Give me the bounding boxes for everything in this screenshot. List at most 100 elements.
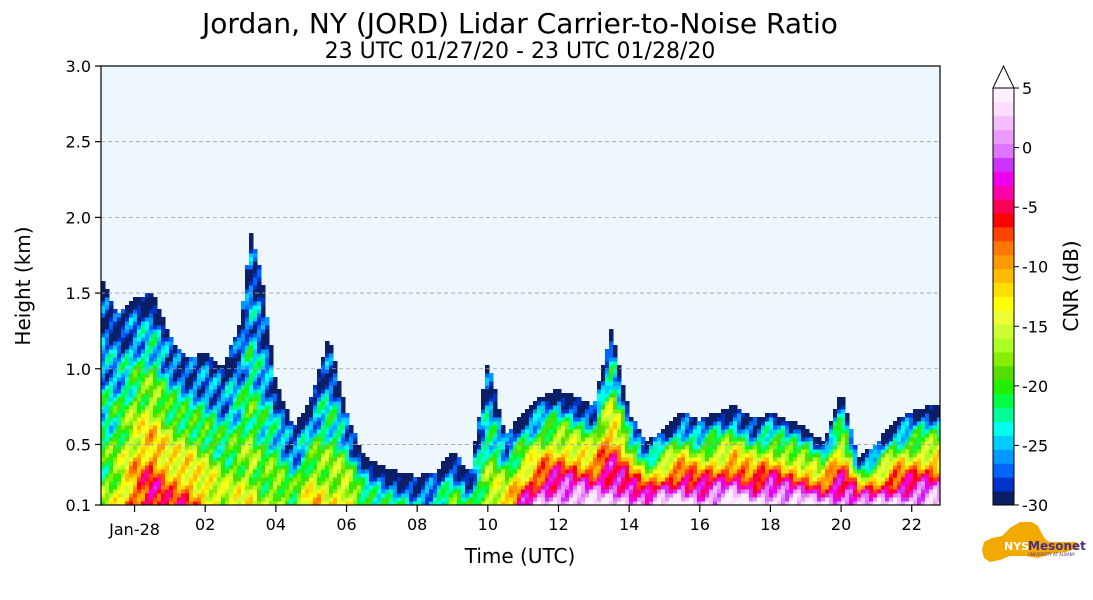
cnr-cell	[617, 369, 622, 374]
cnr-cell	[213, 489, 218, 494]
cnr-cell	[109, 429, 114, 434]
cnr-cell	[425, 481, 430, 486]
cnr-cell	[269, 409, 274, 414]
cnr-cell	[173, 429, 178, 434]
cnr-cell	[313, 465, 318, 470]
cnr-cell	[597, 405, 602, 410]
cnr-cell	[233, 453, 238, 458]
cnr-cell	[521, 481, 526, 486]
cnr-cell	[605, 497, 610, 502]
cnr-cell	[609, 417, 614, 422]
cnr-cell	[609, 401, 614, 406]
cnr-cell	[573, 481, 578, 486]
cnr-cell	[441, 469, 446, 474]
cnr-cell	[161, 317, 166, 322]
cnr-cell	[789, 477, 794, 482]
cnr-cell	[109, 341, 114, 346]
cnr-cell	[193, 497, 198, 502]
cnr-cell	[237, 325, 242, 330]
cnr-cell	[657, 457, 662, 462]
cnr-cell	[713, 457, 718, 462]
cnr-cell	[221, 497, 226, 502]
cnr-cell	[249, 421, 254, 426]
cnr-cell	[245, 449, 250, 454]
cnr-cell	[645, 497, 650, 502]
cnr-cell	[601, 469, 606, 474]
cnr-cell	[617, 477, 622, 482]
cnr-cell	[741, 449, 746, 454]
cnr-cell	[605, 437, 610, 442]
cnr-cell	[617, 473, 622, 478]
cnr-cell	[449, 453, 454, 458]
cnr-cell	[797, 429, 802, 434]
cnr-cell	[569, 481, 574, 486]
cnr-cell	[285, 417, 290, 422]
cnr-cell	[329, 345, 334, 350]
cnr-cell	[153, 477, 158, 482]
cnr-cell	[697, 441, 702, 446]
cnr-cell	[233, 373, 238, 378]
cnr-cell	[473, 461, 478, 466]
cnr-cell	[201, 501, 206, 505]
cnr-cell	[241, 393, 246, 398]
cnr-cell	[269, 369, 274, 374]
cnr-cell	[173, 345, 178, 350]
cnr-cell	[681, 441, 686, 446]
cnr-cell	[249, 465, 254, 470]
cnr-cell	[157, 437, 162, 442]
cnr-cell	[725, 477, 730, 482]
cnr-cell	[185, 489, 190, 494]
cnr-cell	[149, 441, 154, 446]
cnr-cell	[217, 497, 222, 502]
cnr-cell	[765, 461, 770, 466]
cnr-cell	[277, 493, 282, 498]
cnr-cell	[105, 293, 110, 298]
cnr-cell	[665, 469, 670, 474]
cnr-cell	[173, 381, 178, 386]
cnr-cell	[297, 493, 302, 498]
cnr-cell	[365, 493, 370, 498]
cnr-cell	[189, 405, 194, 410]
cnr-cell	[257, 493, 262, 498]
cnr-cell	[189, 413, 194, 418]
cnr-cell	[249, 345, 254, 350]
cnr-cell	[249, 433, 254, 438]
cnr-cell	[337, 405, 342, 410]
cnr-cell	[185, 417, 190, 422]
cnr-cell	[309, 473, 314, 478]
cnr-cell	[277, 453, 282, 458]
cnr-cell	[493, 393, 498, 398]
cnr-cell	[281, 485, 286, 490]
cnr-cell	[649, 477, 654, 482]
cnr-cell	[245, 285, 250, 290]
cnr-cell	[473, 477, 478, 482]
cnr-cell	[105, 333, 110, 338]
cnr-cell	[201, 417, 206, 422]
cnr-cell	[185, 421, 190, 426]
cnr-cell	[101, 389, 106, 394]
cnr-cell	[793, 501, 798, 505]
cnr-cell	[781, 429, 786, 434]
cnr-cell	[265, 425, 270, 430]
cnr-cell	[145, 377, 150, 382]
cnr-cell	[605, 421, 610, 426]
cnr-cell	[277, 489, 282, 494]
cnr-cell	[805, 485, 810, 490]
cnr-cell	[641, 457, 646, 462]
cnr-cell	[221, 429, 226, 434]
cnr-cell	[221, 401, 226, 406]
cnr-cell	[541, 457, 546, 462]
cnr-cell	[165, 421, 170, 426]
cnr-cell	[485, 453, 490, 458]
cnr-cell	[485, 377, 490, 382]
cnr-cell	[637, 453, 642, 458]
cnr-cell	[113, 369, 118, 374]
cnr-cell	[813, 457, 818, 462]
cnr-cell	[461, 469, 466, 474]
cnr-cell	[529, 441, 534, 446]
cnr-cell	[477, 477, 482, 482]
cnr-cell	[225, 501, 230, 505]
cnr-cell	[581, 489, 586, 494]
cnr-cell	[277, 401, 282, 406]
cnr-cell	[605, 477, 610, 482]
